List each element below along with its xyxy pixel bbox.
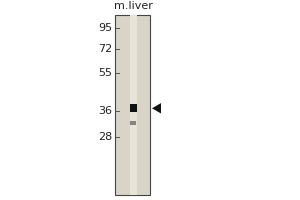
Bar (130, 15, 136, 195)
Text: 36: 36 (98, 106, 112, 116)
Bar (130, 121, 136, 125)
Text: 28: 28 (98, 132, 112, 142)
Polygon shape (152, 103, 161, 114)
Text: 72: 72 (98, 44, 112, 54)
Bar (130, 104, 136, 112)
Text: 55: 55 (98, 68, 112, 78)
Text: m.liver: m.liver (114, 1, 152, 11)
Text: 95: 95 (98, 23, 112, 33)
Bar (115, 15, 150, 195)
